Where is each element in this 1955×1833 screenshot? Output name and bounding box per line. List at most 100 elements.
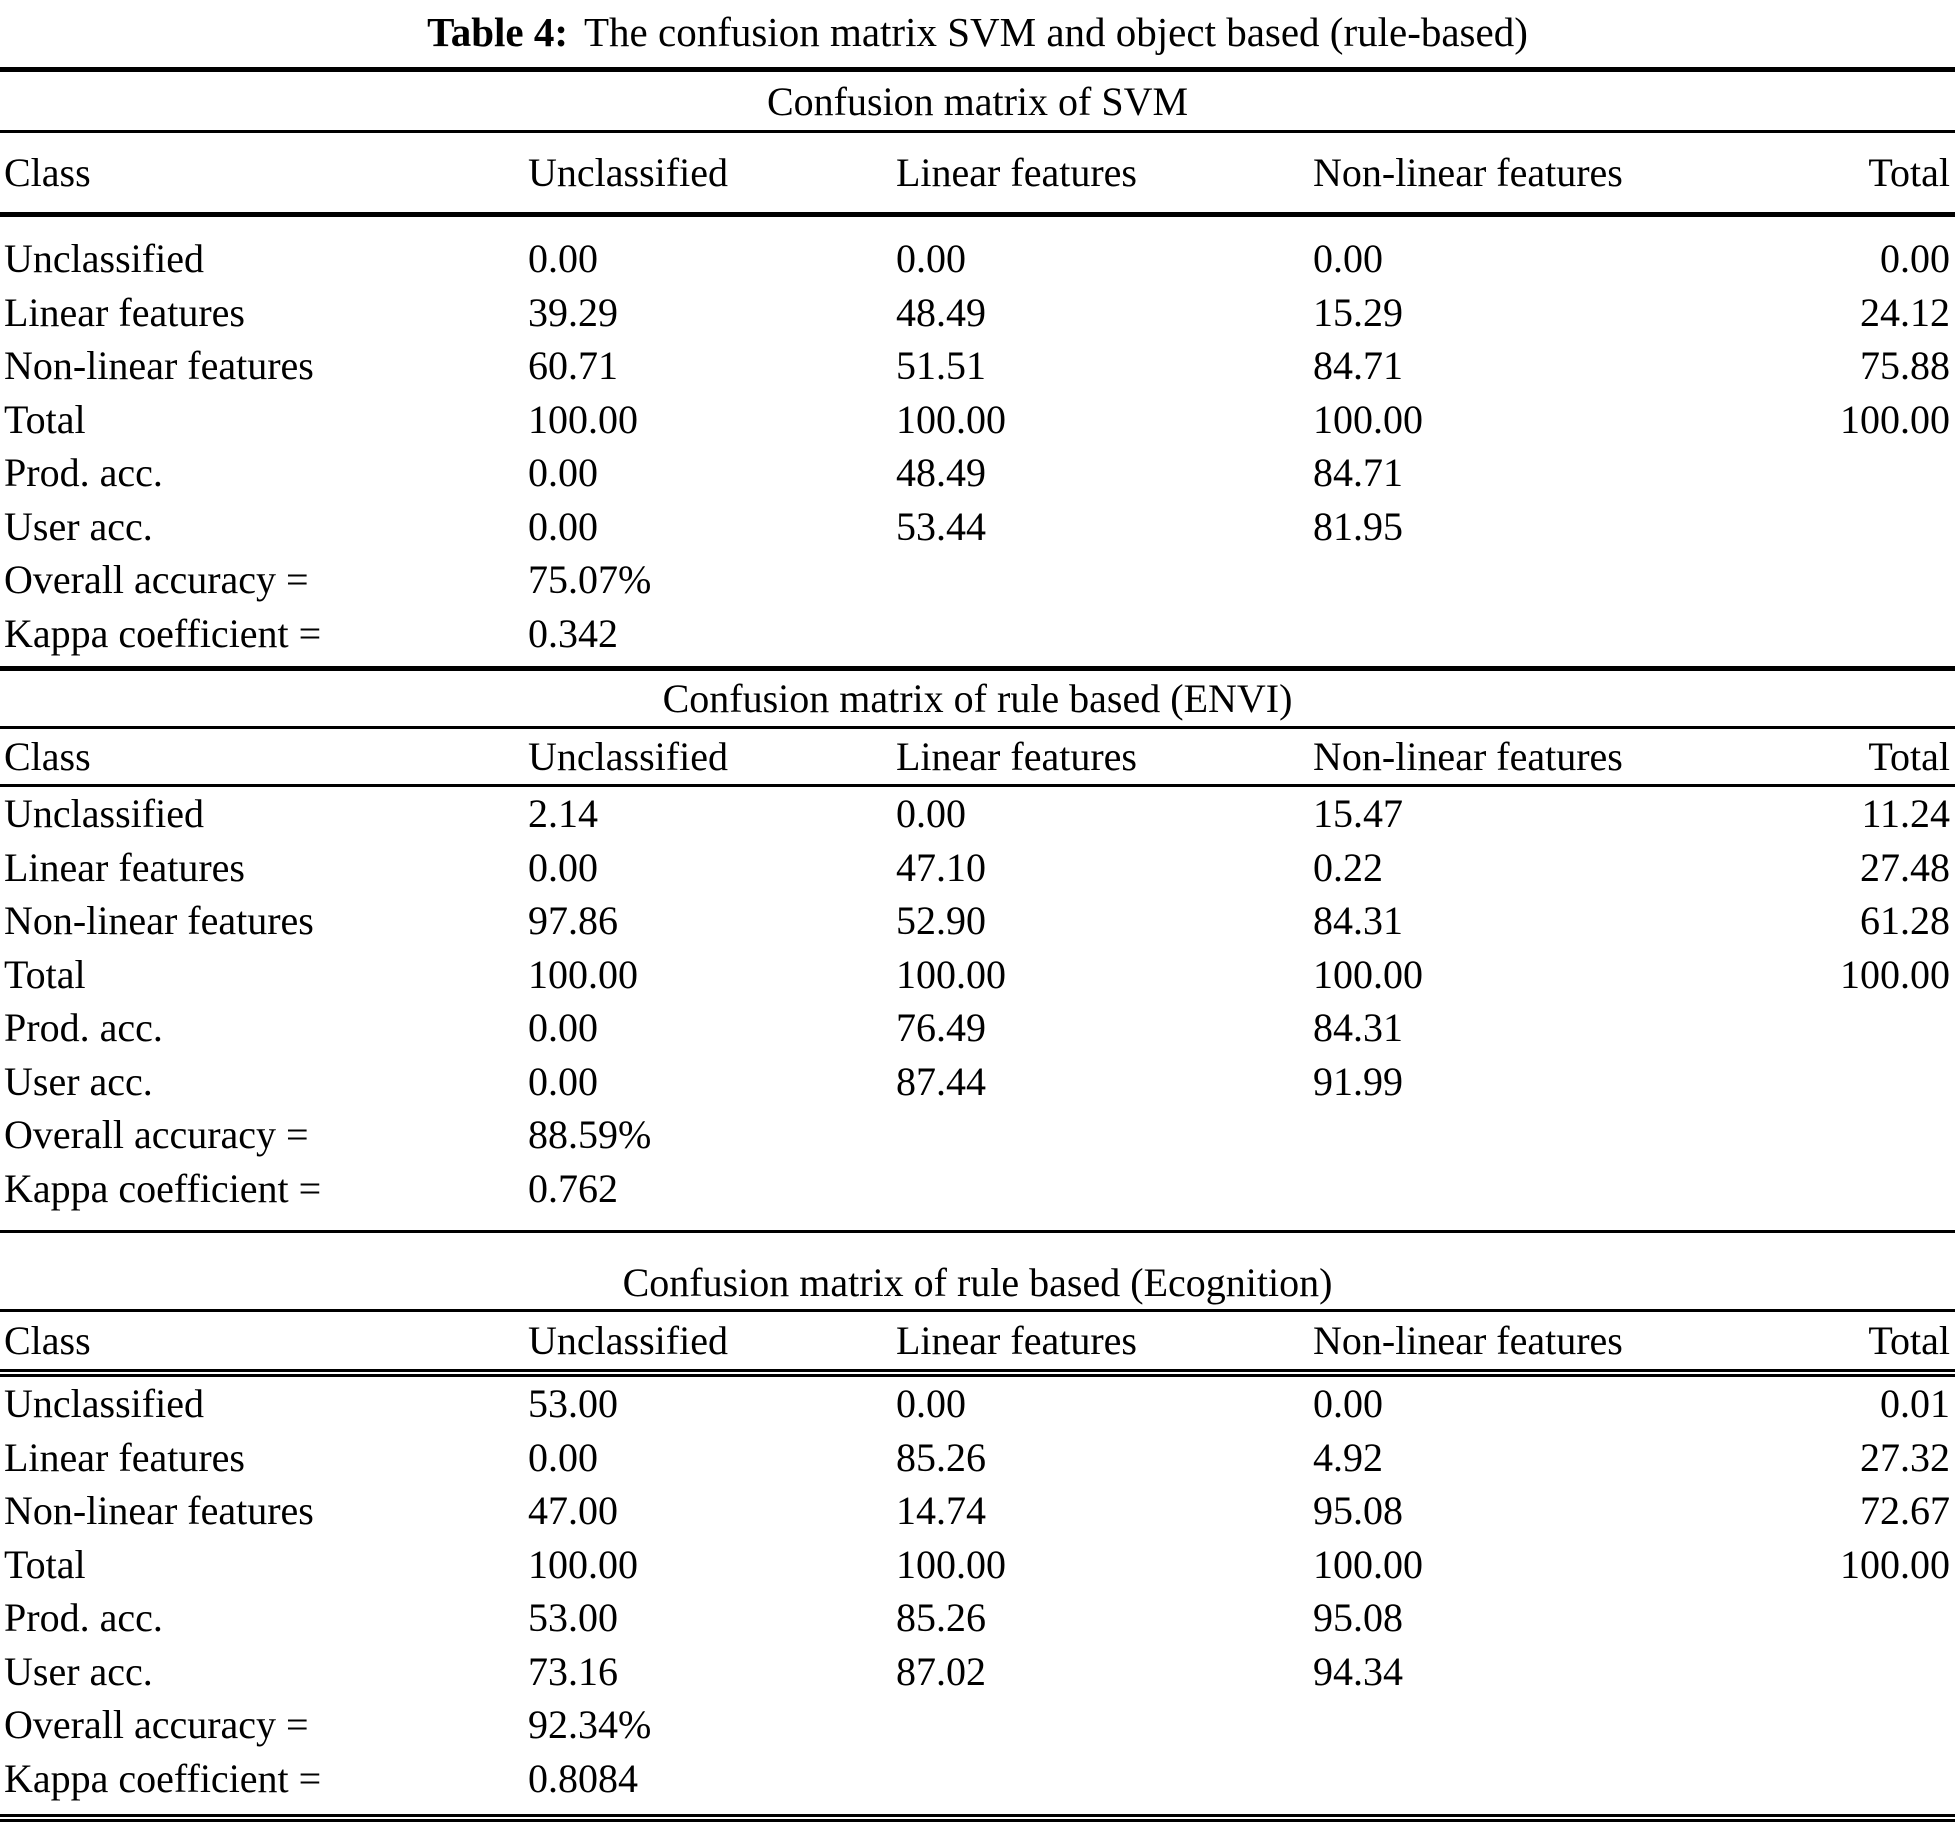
- value-cell: 0.00: [1880, 236, 1950, 282]
- caption-text: The confusion matrix SVM and object base…: [584, 9, 1528, 55]
- value-cell: 0.00: [528, 1005, 598, 1051]
- title-rule: [0, 1309, 1955, 1312]
- table-row: User acc. 0.00 87.44 91.99: [0, 1055, 1955, 1109]
- value-cell: 60.71: [528, 343, 618, 389]
- value-cell: 39.29: [528, 289, 618, 335]
- value-cell: 95.08: [1313, 1488, 1403, 1534]
- value-cell: 53.44: [896, 503, 986, 549]
- row-label: Overall accuracy =: [4, 1702, 309, 1748]
- section-envi: Confusion matrix of rule based (ENVI) Cl…: [0, 671, 1955, 1230]
- column-header-non-linear-features: Non-linear features: [1313, 1318, 1623, 1363]
- value-cell: 0.00: [1313, 236, 1383, 282]
- table-row: Overall accuracy = 88.59%: [0, 1108, 1955, 1162]
- row-label: Overall accuracy =: [4, 1112, 309, 1158]
- value-cell: 47.00: [528, 1488, 618, 1534]
- column-header-unclassified: Unclassified: [528, 734, 728, 779]
- value-cell: 48.49: [896, 450, 986, 496]
- value-cell: 91.99: [1313, 1058, 1403, 1104]
- section-title: Confusion matrix of rule based (ENVI): [662, 676, 1293, 721]
- value-cell: 76.49: [896, 1005, 986, 1051]
- value-cell: 53.00: [528, 1595, 618, 1641]
- value-cell: 15.29: [1313, 289, 1403, 335]
- value-cell: 100.00: [1313, 396, 1423, 442]
- value-cell: 0.00: [528, 844, 598, 890]
- value-cell: 88.59%: [528, 1112, 652, 1158]
- row-label: Prod. acc.: [4, 1595, 163, 1641]
- value-cell: 61.28: [1860, 898, 1950, 944]
- value-cell: 100.00: [896, 951, 1006, 997]
- value-cell: 100.00: [528, 1541, 638, 1587]
- value-cell: 75.88: [1860, 343, 1950, 389]
- value-cell: 0.00: [528, 450, 598, 496]
- column-header-class: Class: [4, 1318, 91, 1363]
- value-cell: 15.47: [1313, 791, 1403, 837]
- table-row: Non-linear features 60.71 51.51 84.71 75.88: [0, 339, 1955, 393]
- row-label: Prod. acc.: [4, 450, 163, 496]
- value-cell: 100.00: [1840, 1541, 1950, 1587]
- value-cell: 100.00: [528, 396, 638, 442]
- table-row: Prod. acc. 0.00 48.49 84.71: [0, 446, 1955, 500]
- table-row: Kappa coefficient = 0.8084: [0, 1752, 1955, 1806]
- value-cell: 24.12: [1860, 289, 1950, 335]
- table-row: Overall accuracy = 92.34%: [0, 1698, 1955, 1752]
- value-cell: 72.67: [1860, 1488, 1950, 1534]
- section-rows: Unclassified 0.00 0.00 0.00 0.00 Linear featu…: [0, 217, 1955, 666]
- row-label: Linear features: [4, 844, 245, 890]
- value-cell: 0.00: [528, 503, 598, 549]
- row-label: Linear features: [4, 1434, 245, 1480]
- value-cell: 84.71: [1313, 450, 1403, 496]
- table-row: Unclassified 0.00 0.00 0.00 0.00: [0, 232, 1955, 286]
- table-row: Overall accuracy = 75.07%: [0, 553, 1955, 607]
- row-label: Total: [4, 1541, 86, 1587]
- section-separator-rule: [0, 666, 1955, 671]
- value-cell: 0.00: [528, 1058, 598, 1104]
- column-header-non-linear-features: Non-linear features: [1313, 734, 1623, 779]
- value-cell: 0.00: [1313, 1381, 1383, 1427]
- value-cell: 100.00: [1840, 951, 1950, 997]
- value-cell: 100.00: [896, 1541, 1006, 1587]
- column-header-unclassified: Unclassified: [528, 150, 728, 195]
- title-rule: [0, 130, 1955, 133]
- header-row: Class Unclassified Linear features Non-l…: [0, 729, 1955, 784]
- table-row: Linear features 39.29 48.49 15.29 24.12: [0, 286, 1955, 340]
- caption-label: Table 4:: [427, 9, 568, 55]
- value-cell: 100.00: [528, 951, 638, 997]
- bottom-rule: [0, 1814, 1955, 1822]
- value-cell: 94.34: [1313, 1648, 1403, 1694]
- value-cell: 100.00: [1840, 396, 1950, 442]
- row-label: Unclassified: [4, 1381, 204, 1427]
- section-separator-rule: [0, 1230, 1955, 1233]
- table-row: User acc. 73.16 87.02 94.34: [0, 1645, 1955, 1699]
- row-label: Non-linear features: [4, 898, 314, 944]
- column-header-linear-features: Linear features: [896, 150, 1137, 195]
- value-cell: 87.44: [896, 1058, 986, 1104]
- table-row: Total 100.00 100.00 100.00 100.00: [0, 1538, 1955, 1592]
- row-label: Prod. acc.: [4, 1005, 163, 1051]
- value-cell: 0.01: [1880, 1381, 1950, 1427]
- title-rule: [0, 726, 1955, 729]
- table-row: Non-linear features 97.86 52.90 84.31 61.28: [0, 894, 1955, 948]
- column-header-class: Class: [4, 150, 91, 195]
- section-svm: Confusion matrix of SVM Class Unclassifi…: [0, 72, 1955, 666]
- value-cell: 92.34%: [528, 1702, 652, 1748]
- table-row: Prod. acc. 0.00 76.49 84.31: [0, 1001, 1955, 1055]
- section-title: Confusion matrix of rule based (Ecogniti…: [622, 1259, 1333, 1305]
- column-header-unclassified: Unclassified: [528, 1318, 728, 1363]
- table-row: Linear features 0.00 85.26 4.92 27.32: [0, 1431, 1955, 1485]
- row-label: Non-linear features: [4, 343, 314, 389]
- value-cell: 51.51: [896, 343, 986, 389]
- value-cell: 0.00: [528, 236, 598, 282]
- column-header-total: Total: [1868, 1318, 1950, 1363]
- table-row: Total 100.00 100.00 100.00 100.00: [0, 948, 1955, 1002]
- value-cell: 84.71: [1313, 343, 1403, 389]
- value-cell: 27.32: [1860, 1434, 1950, 1480]
- table-row: Unclassified 2.14 0.00 15.47 11.24: [0, 787, 1955, 841]
- value-cell: 48.49: [896, 289, 986, 335]
- row-label: User acc.: [4, 1648, 153, 1694]
- value-cell: 27.48: [1860, 844, 1950, 890]
- value-cell: 0.00: [528, 1434, 598, 1480]
- table-row: Unclassified 53.00 0.00 0.00 0.01: [0, 1377, 1955, 1431]
- table-row: Non-linear features 47.00 14.74 95.08 72.67: [0, 1484, 1955, 1538]
- value-cell: 75.07%: [528, 557, 652, 603]
